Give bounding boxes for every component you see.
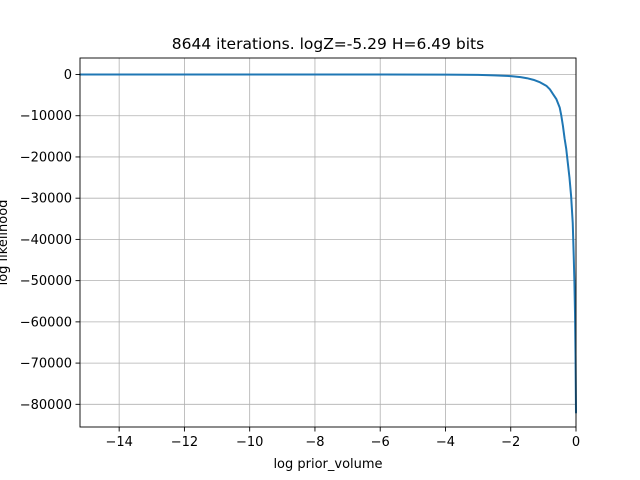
x-tick-label: −4 — [436, 435, 455, 450]
y-tick-label: −10000 — [20, 109, 72, 124]
x-tick-label: −10 — [236, 435, 263, 450]
x-axis-title: log prior_volume — [273, 457, 382, 472]
plot-frame — [79, 57, 577, 428]
y-tick-label: −20000 — [20, 150, 72, 165]
y-tick-label: −30000 — [20, 192, 72, 207]
y-tick-label: −70000 — [20, 357, 72, 372]
chart-title: 8644 iterations. logZ=-5.29 H=6.49 bits — [172, 35, 484, 53]
y-tick-label: −40000 — [20, 233, 72, 248]
x-tick-label: 0 — [572, 435, 580, 450]
series-line — [79, 73, 577, 414]
x-tick-label: −8 — [305, 435, 324, 450]
y-axis-title: log likelihood — [0, 200, 11, 286]
grid — [80, 58, 577, 427]
series-layer — [79, 73, 577, 414]
x-tick-label: −6 — [371, 435, 390, 450]
x-axis: −14 −12 −10 −8 −6 −4 −2 0 — [105, 427, 580, 450]
y-tick-label: −80000 — [20, 398, 72, 413]
y-tick-label: −60000 — [20, 315, 72, 330]
x-tick-label: −2 — [501, 435, 520, 450]
x-tick-label: −12 — [171, 435, 198, 450]
y-axis: 0 −10000 −20000 −30000 −40000 −50000 −60000 −70… — [20, 68, 80, 413]
y-tick-label: 0 — [64, 68, 72, 83]
y-tick-label: −50000 — [20, 274, 72, 289]
x-tick-label: −14 — [105, 435, 132, 450]
